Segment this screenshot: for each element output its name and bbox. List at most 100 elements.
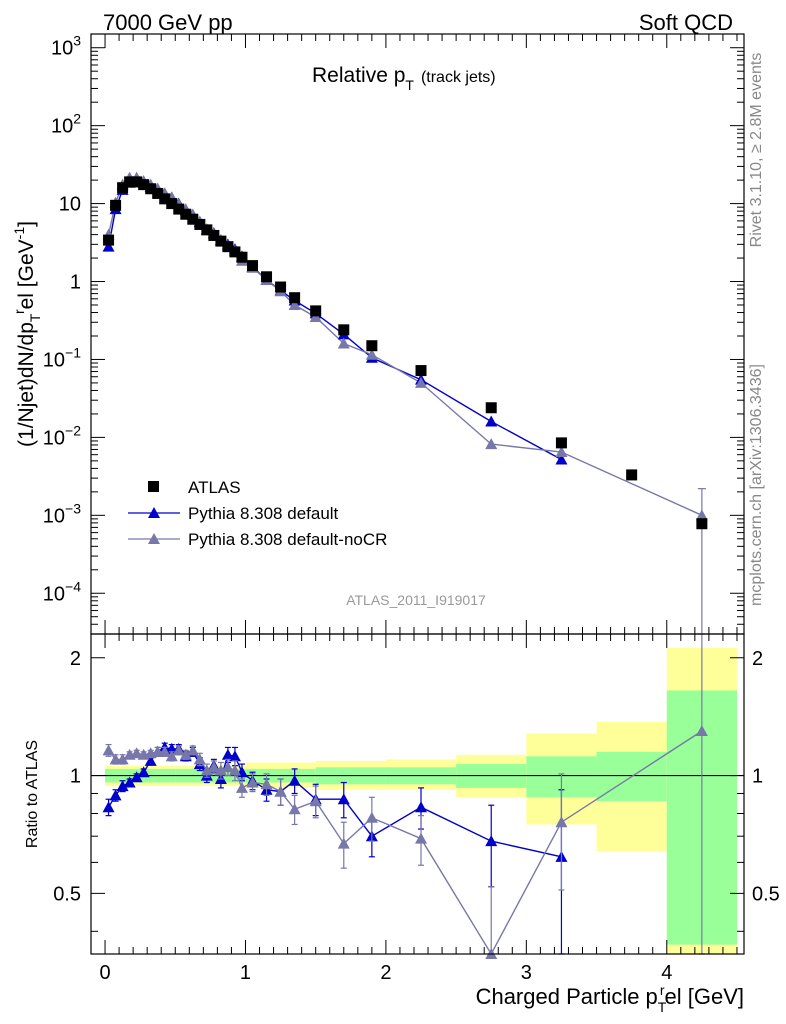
default-ratio-point <box>144 754 157 766</box>
nocr-point <box>485 438 498 450</box>
atlas-point <box>131 176 143 188</box>
default-line <box>107 180 562 461</box>
main-x-axis <box>104 34 738 634</box>
atlas-point <box>485 402 497 414</box>
nocr-point <box>309 311 322 323</box>
x-label-sup: r <box>660 982 665 998</box>
legend: ATLAS Pythia 8.308 default Pythia 8.308 … <box>128 478 387 549</box>
legend-marker-nocr <box>148 533 160 544</box>
ratio-x-tick-label: 4 <box>661 962 672 984</box>
atlas-point <box>180 208 192 220</box>
atlas-point <box>124 176 136 188</box>
main-y-tick-label: 1 <box>70 272 81 294</box>
nocr-point <box>695 509 708 521</box>
default-ratio-point <box>288 774 301 786</box>
main-panel: 10−4 10−3 10−2 10−1 1 10 102 103 Relative pT (tr… <box>11 33 745 635</box>
atlas-point <box>201 224 213 236</box>
atlas-point <box>103 234 115 246</box>
default-ratio-point <box>130 771 143 783</box>
ratio-y-tick-label-right: 2 <box>752 648 763 670</box>
ratio-y-tick-label: 2 <box>70 648 81 670</box>
x-label-main: Charged Particle p <box>476 984 658 1009</box>
main-title-main: Relative p <box>312 64 405 87</box>
atlas-point <box>261 271 273 283</box>
ratio-panel-frame <box>90 633 745 955</box>
atlas-point <box>145 183 157 195</box>
atlas-point <box>275 281 287 293</box>
main-y-tick-label: 10−2 <box>43 422 81 449</box>
atlas-point <box>152 187 164 199</box>
main-title-sub: T <box>405 77 414 93</box>
nocr-ratio-point <box>102 744 115 756</box>
nocr-point <box>337 337 350 349</box>
default-ratio-point <box>221 748 234 760</box>
nocr-ratio-point <box>130 747 143 759</box>
nocr-ratio-point <box>158 745 171 757</box>
nocr-point <box>365 348 378 360</box>
legend-label-atlas: ATLAS <box>188 478 241 497</box>
default-ratio-point <box>123 776 136 788</box>
nocr-ratio-point <box>555 816 568 828</box>
legend-label-nocr: Pythia 8.308 default-noCR <box>188 530 387 549</box>
legend-marker-default <box>148 507 160 518</box>
default-ratio-point <box>109 789 122 801</box>
atlas-point <box>626 469 638 481</box>
default-point <box>102 240 115 252</box>
atlas-point <box>173 203 185 215</box>
x-label-sub: T <box>658 999 667 1015</box>
ratio-y-tick-label-right: 0.5 <box>752 883 780 905</box>
nocr-ratio-point <box>260 778 273 790</box>
default-ratio-point <box>415 801 428 813</box>
default-point <box>485 415 498 427</box>
nocr-ratio-point <box>228 764 241 776</box>
main-y-axis: 10−4 10−3 10−2 10−1 1 10 102 103 <box>43 33 744 635</box>
default-ratio-point <box>137 766 150 778</box>
main-y-tick-label: 10 <box>59 194 81 216</box>
nocr-ratio-point <box>274 785 287 797</box>
nocr-ratio-point <box>288 803 301 815</box>
nocr-ratio-point <box>179 748 192 760</box>
nocr-ratio-point <box>193 753 206 765</box>
main-series-group <box>102 171 708 634</box>
ratio-series-group <box>102 633 708 959</box>
atlas-point <box>236 251 248 263</box>
legend-label-default: Pythia 8.308 default <box>188 504 339 523</box>
atlas-point <box>222 241 234 253</box>
nocr-ratio-point <box>116 753 129 765</box>
atlas-point <box>138 179 150 191</box>
nocr-point <box>288 298 301 310</box>
ratio-y-tick-label: 1 <box>70 766 81 788</box>
header-left-label: 7000 GeV pp <box>103 10 233 35</box>
nocr-ratio-point <box>246 776 259 788</box>
atlas-point <box>289 292 301 304</box>
nocr-ratio-point <box>165 750 178 762</box>
atlas-point <box>246 260 258 272</box>
ratio-x-tick-label: 0 <box>99 962 110 984</box>
ratio-y-axis-label: Ratio to ATLAS <box>24 740 41 848</box>
atlas-point <box>696 518 708 530</box>
header-right-label: Soft QCD <box>639 10 733 35</box>
nocr-ratio-point <box>186 744 199 756</box>
main-y-tick-label: 103 <box>51 33 81 60</box>
nocr-point <box>555 445 568 457</box>
atlas-point <box>215 235 227 247</box>
ratio-x-tick-label: 3 <box>521 962 532 984</box>
atlas-point <box>166 198 178 210</box>
side-label-bottom: mcplots.cern.ch [arXiv:1306.3436] <box>748 364 765 606</box>
analysis-label: ATLAS_2011_I919017 <box>346 592 486 608</box>
nocr-ratio-point <box>695 724 708 736</box>
atlas-point <box>159 193 171 205</box>
atlas-point <box>415 365 427 377</box>
nocr-ratio-point <box>214 764 227 776</box>
atlas-point <box>555 437 567 449</box>
nocr-ratio-point <box>415 832 428 844</box>
default-ratio-point <box>485 835 498 847</box>
default-point <box>555 453 568 465</box>
nocr-ratio-point <box>337 837 350 849</box>
main-y-tick-label: 10−1 <box>43 344 81 371</box>
nocr-ratio-point <box>309 795 322 807</box>
atlas-point <box>310 305 322 317</box>
ratio-y-tick-label-right: 1 <box>752 766 763 788</box>
nocr-ratio-point <box>221 761 234 773</box>
